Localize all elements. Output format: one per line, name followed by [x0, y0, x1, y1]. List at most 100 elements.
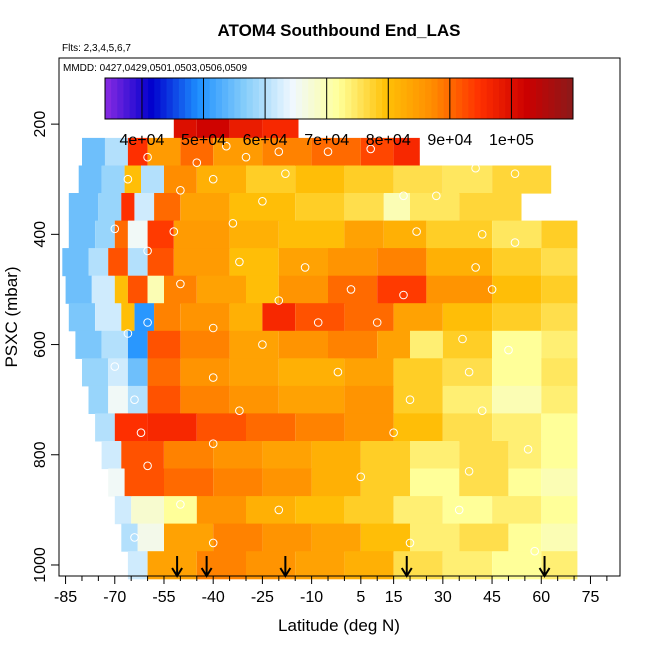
data-point [222, 141, 231, 151]
heatmap-cell [147, 248, 174, 277]
heatmap-cell [410, 193, 460, 222]
heatmap-cell [246, 551, 296, 580]
heatmap-cell [344, 165, 394, 194]
colorbar-swatch [357, 78, 365, 119]
y-tick-label: 800 [32, 441, 49, 468]
data-point [399, 191, 408, 201]
heatmap-cell [492, 358, 542, 387]
heatmap-cell [492, 220, 542, 249]
heatmap-cell [344, 413, 394, 442]
colorbar-swatch [252, 78, 260, 119]
data-point [241, 152, 251, 162]
heatmap-cell [344, 496, 394, 525]
data-point [228, 219, 238, 228]
heatmap-cell [68, 193, 99, 222]
heatmap-cell [442, 303, 492, 332]
heatmap-cell [492, 165, 552, 194]
heatmap-cell [213, 137, 263, 166]
data-point [471, 163, 480, 173]
heatmap-cell [147, 137, 181, 166]
heatmap-cell [164, 441, 214, 470]
heatmap-cell [295, 303, 345, 332]
heatmap-cell [108, 248, 128, 277]
data-point [192, 158, 202, 167]
heatmap-cell [492, 275, 542, 304]
data-point [510, 169, 520, 178]
heatmap-cell [360, 137, 394, 166]
data-point [130, 395, 139, 405]
data-point [208, 323, 218, 333]
heatmap-cell [127, 551, 148, 580]
heatmap-cell [541, 413, 578, 442]
heatmap-cell [328, 275, 378, 304]
y-axis: 200 400 600 800 1000 [32, 111, 59, 583]
heatmap-cell [492, 496, 542, 525]
data-point [258, 340, 267, 349]
colorbar-swatch [523, 78, 531, 119]
dates-note: MMDD: 0427,0429,0501,0503,0506,0509 [63, 63, 247, 74]
heatmap-cell [295, 193, 345, 222]
data-point [176, 500, 185, 509]
heatmap-cell [311, 137, 361, 166]
heatmap-cell [295, 496, 345, 525]
colorbar-tick-label: 6e+04 [243, 132, 288, 149]
colorbar-swatch [111, 78, 118, 119]
colorbar-swatch [258, 78, 266, 119]
heatmap-cell [492, 248, 542, 277]
data-point [143, 461, 152, 471]
data-point [274, 296, 284, 305]
plot-frame [58, 57, 621, 577]
heatmap-cell [180, 358, 230, 387]
heatmap-cell [101, 441, 122, 470]
x-axis-title: Latitude (deg N) [278, 616, 400, 635]
colorbar-swatch [197, 78, 204, 119]
colorbar-frame [104, 77, 574, 120]
data-point [372, 318, 382, 327]
heatmap-cell [426, 220, 492, 249]
heatmap-cell [213, 441, 263, 470]
heatmap-cell [442, 551, 492, 580]
data-point [389, 428, 398, 438]
heatmap-cell [164, 523, 214, 552]
data-point [399, 290, 408, 300]
heatmap-cell [393, 303, 443, 332]
heatmap-cell [213, 468, 263, 497]
heatmap-cell [541, 441, 578, 470]
data-point [208, 538, 218, 548]
heatmap-cell [164, 165, 197, 194]
heatmap-cell [108, 385, 128, 414]
heatmap-cell [154, 193, 181, 222]
heatmap-cell [164, 468, 214, 497]
heatmap-cell [68, 220, 95, 249]
heatmap-cell [127, 137, 148, 166]
heatmap-cell [262, 303, 296, 332]
heatmap-cell [127, 275, 148, 304]
colorbar-swatch [542, 78, 549, 119]
heatmap-cell [344, 220, 384, 249]
heatmap-cell [104, 137, 128, 166]
heatmap-cell [410, 330, 443, 359]
data-point [169, 227, 179, 236]
heatmap-cell [127, 358, 148, 387]
heatmap-cell [95, 220, 115, 249]
data-point [454, 505, 464, 515]
colorbar-swatch [234, 78, 241, 119]
colorbar-tick-label: 5e+04 [181, 132, 226, 149]
heatmap-cell [262, 441, 312, 470]
heatmap-cell [393, 496, 443, 525]
colorbar-swatch [148, 78, 155, 119]
data-point [235, 406, 244, 416]
heatmap-cell [229, 385, 279, 414]
data-point [176, 279, 185, 289]
colorbar-swatch [320, 78, 328, 119]
x-tick-label: -85 [54, 589, 77, 606]
heatmap-cell [78, 165, 102, 194]
heatmap-cell [246, 165, 296, 194]
data-point [504, 345, 513, 355]
y-tick-label: 600 [32, 331, 49, 358]
heatmap-cell [442, 413, 492, 442]
heatmap-cell [121, 193, 135, 222]
heatmap-cell [377, 248, 427, 277]
heatmap-cell [393, 137, 420, 166]
heatmap-cell [137, 523, 164, 552]
